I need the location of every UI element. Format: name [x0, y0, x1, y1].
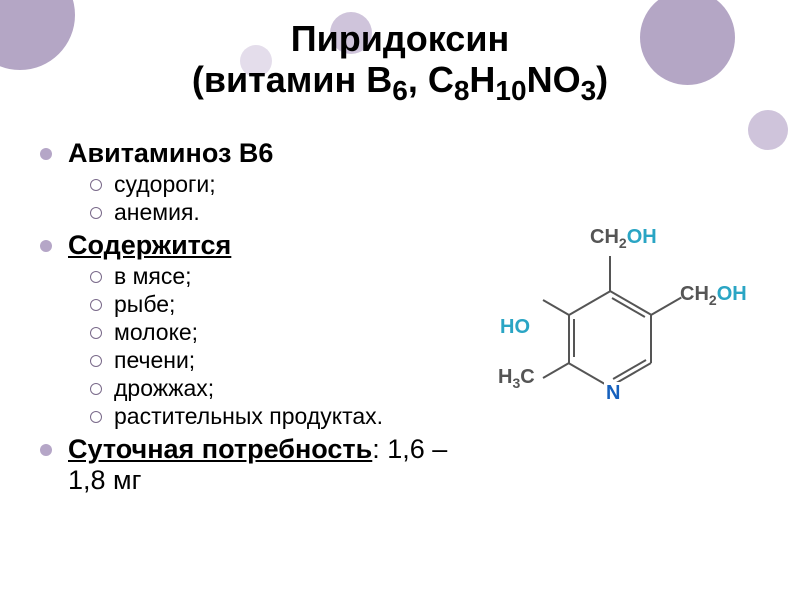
title-block: Пиридоксин (витамин В6, C8H10NO3): [0, 0, 800, 118]
list-item: в мясе;: [90, 263, 460, 290]
title-line1: Пиридоксин: [0, 18, 800, 59]
content-area: Авитаминоз В6 судороги; анемия. Содержит…: [0, 118, 800, 500]
mol-label-h3c: H3C: [498, 366, 535, 391]
right-column: HO CH2OH CH2OH H3C N: [460, 128, 770, 500]
sources-heading: Содержится: [68, 230, 231, 260]
list-item: рыбе;: [90, 291, 460, 318]
mol-label-ch2oh-top: CH2OH: [590, 226, 657, 251]
section-daily: Суточная потребность: 1,6 – 1,8 мг: [40, 434, 460, 496]
mol-label-n: N: [604, 382, 622, 405]
list-item: судороги;: [90, 171, 460, 198]
molecule-diagram: HO CH2OH CH2OH H3C N: [470, 208, 770, 438]
daily-heading: Суточная потребность: [68, 434, 372, 464]
section-deficiency: Авитаминоз В6 судороги; анемия.: [40, 138, 460, 226]
list-item: дрожжах;: [90, 375, 460, 402]
left-column: Авитаминоз В6 судороги; анемия. Содержит…: [40, 128, 460, 500]
list-item: растительных продуктах.: [90, 403, 460, 430]
mol-label-ch2oh-right: CH2OH: [680, 283, 747, 308]
mol-label-ho: HO: [500, 316, 530, 339]
title-line2: (витамин В6, C8H10NO3): [0, 59, 800, 107]
list-item: анемия.: [90, 199, 460, 226]
section-sources: Содержится в мясе; рыбе; молоке; печени;…: [40, 230, 460, 430]
list-item: молоке;: [90, 319, 460, 346]
deficiency-heading: Авитаминоз В6: [68, 138, 273, 168]
list-item: печени;: [90, 347, 460, 374]
